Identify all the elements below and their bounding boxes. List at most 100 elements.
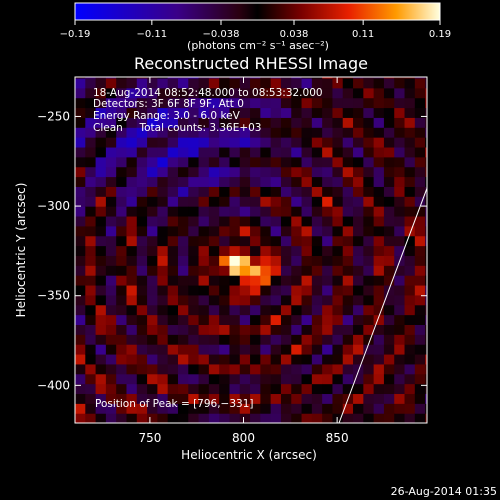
heatmap-cell bbox=[229, 77, 241, 79]
heatmap-cell bbox=[383, 265, 395, 276]
heatmap-cell bbox=[270, 344, 282, 355]
heatmap-cell bbox=[147, 127, 158, 138]
heatmap-cell bbox=[105, 275, 117, 286]
heatmap-cell bbox=[363, 107, 375, 118]
heatmap-cell bbox=[198, 353, 210, 365]
heatmap-cell bbox=[363, 373, 375, 385]
heatmap-cell bbox=[157, 383, 169, 395]
heatmap-cell bbox=[75, 215, 86, 227]
heatmap-cell bbox=[105, 284, 117, 296]
heatmap-cell bbox=[167, 353, 179, 365]
heatmap-cell bbox=[229, 314, 241, 325]
heatmap-cell bbox=[280, 413, 292, 423]
heatmap-cell bbox=[75, 137, 86, 148]
heatmap-cell bbox=[291, 97, 303, 109]
heatmap-cell bbox=[414, 334, 426, 345]
heatmap-cell bbox=[239, 166, 251, 178]
heatmap-cell bbox=[147, 87, 158, 99]
heatmap-cell bbox=[373, 127, 385, 138]
heatmap-cell bbox=[229, 363, 241, 375]
heatmap-cell bbox=[126, 403, 138, 414]
heatmap-cell bbox=[301, 137, 313, 148]
heatmap-cell bbox=[301, 314, 313, 325]
heatmap-cell bbox=[383, 314, 395, 325]
heatmap-cell bbox=[208, 196, 220, 207]
heatmap-cell bbox=[404, 344, 416, 355]
heatmap-cell bbox=[95, 284, 107, 296]
heatmap-cell bbox=[301, 166, 313, 178]
heatmap-cell bbox=[250, 324, 261, 335]
heatmap-cell bbox=[85, 146, 97, 158]
heatmap-cell bbox=[188, 215, 200, 227]
heatmap-cell bbox=[270, 176, 282, 187]
heatmap-cell bbox=[270, 225, 282, 237]
heatmap-cell bbox=[219, 413, 231, 423]
heatmap-cell bbox=[126, 265, 138, 276]
heatmap-cell bbox=[332, 393, 344, 404]
heatmap-cell bbox=[95, 235, 107, 247]
heatmap-cell bbox=[414, 363, 426, 375]
heatmap-cell bbox=[75, 265, 86, 276]
heatmap-cell bbox=[219, 77, 231, 79]
heatmap-cell bbox=[198, 117, 210, 128]
heatmap-cell bbox=[250, 235, 261, 247]
heatmap-cell bbox=[414, 186, 426, 197]
heatmap-cell bbox=[373, 403, 385, 414]
heatmap-cell bbox=[342, 353, 354, 365]
heatmap-cell bbox=[116, 87, 128, 99]
heatmap-cell bbox=[219, 196, 231, 207]
heatmap-cell bbox=[116, 344, 128, 355]
heatmap-cell bbox=[425, 176, 427, 187]
heatmap-cell bbox=[116, 284, 128, 296]
heatmap-cell bbox=[301, 235, 313, 247]
heatmap-cell bbox=[270, 215, 282, 227]
heatmap-cell bbox=[239, 304, 251, 316]
heatmap-cell bbox=[188, 403, 200, 414]
heatmap-cell bbox=[363, 403, 375, 414]
heatmap-cell bbox=[383, 77, 395, 79]
heatmap-cell bbox=[322, 314, 334, 325]
heatmap-cell bbox=[373, 265, 385, 276]
heatmap-cell bbox=[373, 117, 385, 128]
heatmap-cell bbox=[353, 176, 364, 187]
heatmap-cell bbox=[208, 344, 220, 355]
heatmap-cell bbox=[95, 215, 107, 227]
heatmap-cell bbox=[342, 265, 354, 276]
heatmap-cell bbox=[116, 314, 128, 325]
heatmap-cell bbox=[188, 383, 200, 395]
heatmap-cell bbox=[136, 146, 148, 158]
heatmap-cell bbox=[239, 324, 251, 335]
heatmap-cell bbox=[394, 215, 406, 227]
heatmap-cell bbox=[157, 363, 169, 375]
heatmap-cell bbox=[260, 225, 272, 237]
heatmap-cell bbox=[85, 275, 97, 286]
heatmap-cell bbox=[363, 186, 375, 197]
heatmap-cell bbox=[250, 196, 261, 207]
heatmap-cell bbox=[363, 235, 375, 247]
heatmap-cell bbox=[250, 275, 261, 286]
heatmap-cell bbox=[353, 107, 364, 118]
heatmap-cell bbox=[373, 413, 385, 423]
heatmap-cell bbox=[105, 215, 117, 227]
colorbar-tick-label: 0.038 bbox=[280, 29, 309, 40]
heatmap-cell bbox=[260, 196, 272, 207]
heatmap-cell bbox=[188, 87, 200, 99]
heatmap-cell bbox=[198, 393, 210, 404]
heatmap-cell bbox=[157, 284, 169, 296]
heatmap-cell bbox=[270, 304, 282, 316]
heatmap-cell bbox=[383, 87, 395, 99]
heatmap-cell bbox=[363, 353, 375, 365]
heatmap-cell bbox=[219, 393, 231, 404]
heatmap-cell bbox=[280, 403, 292, 414]
heatmap-cell bbox=[383, 255, 395, 266]
heatmap-cell bbox=[322, 206, 334, 217]
heatmap-cell bbox=[126, 373, 138, 385]
heatmap-cell bbox=[147, 166, 158, 178]
heatmap-cell bbox=[322, 324, 334, 335]
heatmap-cell bbox=[291, 225, 303, 237]
heatmap-cell bbox=[167, 117, 179, 128]
heatmap-cell bbox=[414, 275, 426, 286]
heatmap-cell bbox=[157, 146, 169, 158]
heatmap-cell bbox=[414, 314, 426, 325]
heatmap-cell bbox=[188, 255, 200, 266]
